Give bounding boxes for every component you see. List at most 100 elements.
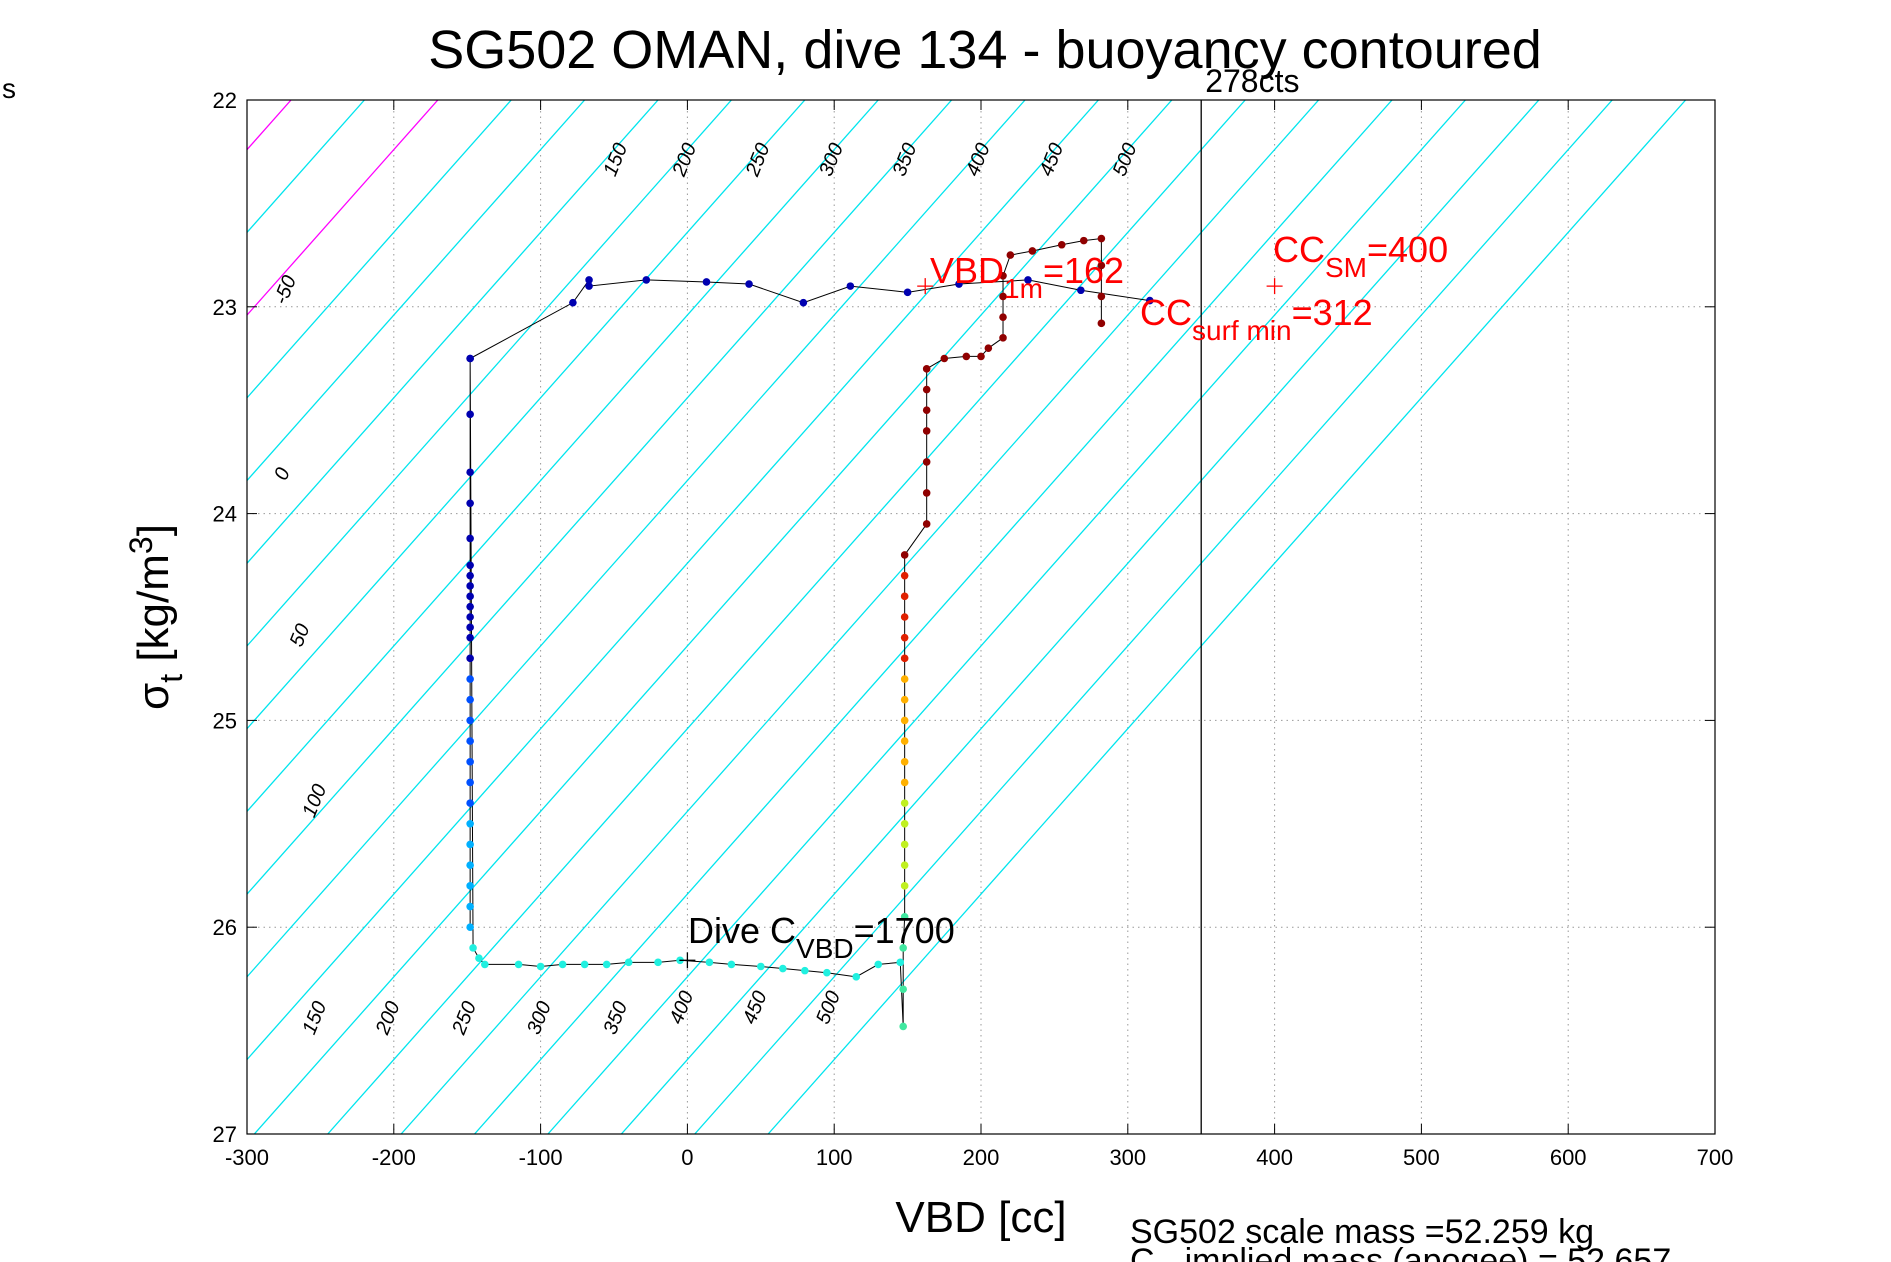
descent-point: [466, 675, 474, 683]
bottom-point: [705, 958, 714, 967]
ascent-point: [922, 520, 931, 528]
contour-label: 300: [815, 140, 848, 179]
ascent-point: [900, 757, 909, 766]
ascent-point: [1097, 261, 1106, 270]
ascent-point: [900, 778, 909, 787]
descent-point: [466, 902, 474, 911]
svg-text:σt [kg/m3]: σt [kg/m3]: [123, 524, 189, 710]
dive-cvbd-annotation: Dive CVBD=1700: [688, 910, 955, 964]
left-edge-text: s: [2, 73, 16, 104]
surface-point: [1024, 276, 1032, 284]
contour-label: 350: [599, 998, 632, 1037]
ccsurf-main: CC: [1140, 292, 1192, 333]
ccsurf-sub: surf min: [1192, 315, 1292, 346]
ascent-point: [962, 352, 971, 361]
ascent-point: [900, 820, 909, 828]
ascent-point: [1097, 319, 1106, 328]
ascent-point: [900, 913, 909, 921]
contour-line: [327, 100, 1246, 1134]
contour-labels: -50 0 50 100 150 200 250 300 350 400 450 500 150 200 2…: [270, 140, 1142, 1038]
descent-point: [466, 582, 474, 590]
ascent-point: [922, 458, 931, 466]
x-tick-label: -100: [519, 1145, 563, 1170]
contour-label: 400: [962, 140, 995, 179]
bottom-point: [727, 960, 736, 969]
contour-line: [0, 100, 71, 1134]
contour-line: [247, 100, 806, 730]
x-tick-label: 0: [681, 1145, 693, 1170]
bottom-point: [469, 944, 477, 952]
vbd-value: =162: [1043, 250, 1124, 291]
descent-point: [466, 499, 474, 508]
descent-point: [466, 534, 474, 543]
bottom-point: [757, 962, 765, 971]
contour-label: 350: [889, 140, 922, 179]
descent-point: [466, 633, 474, 642]
bottom-point: [536, 962, 545, 971]
x-tick-label: 500: [1403, 1145, 1440, 1170]
contour-label: 100: [298, 781, 331, 820]
y-tick-label: 25: [213, 708, 237, 733]
ascent-point: [999, 334, 1007, 342]
x-tick-label: 100: [816, 1145, 853, 1170]
ascent-point: [999, 313, 1007, 321]
descent-point: [466, 613, 474, 621]
contour-line: [247, 100, 365, 234]
descent-point: [466, 778, 474, 787]
ascent-point: [900, 571, 909, 580]
ccsurf-value: =312: [1292, 292, 1373, 333]
dive-sub: VBD: [796, 933, 854, 964]
contour-line: [247, 100, 1026, 978]
ascent-point: [900, 613, 909, 621]
contour-label: 400: [665, 988, 698, 1027]
contour-line: [247, 100, 1099, 1061]
ascent-point: [922, 427, 931, 435]
ascent-point: [900, 737, 909, 745]
vbd-main: VBD: [930, 250, 1004, 291]
dive-trace: [469, 237, 1150, 1027]
contour-label: 450: [739, 988, 772, 1027]
ascent-point: [900, 695, 909, 704]
ascent-point: [900, 551, 909, 559]
surface-point: [745, 280, 753, 288]
descent-point: [466, 820, 474, 828]
chart-title: SG502 OMAN, dive 134 - buoyancy contoure…: [428, 20, 1542, 80]
ascent-point: [900, 840, 909, 849]
descent-point: [466, 716, 474, 725]
x-axis-title: VBD [cc]: [895, 1193, 1066, 1242]
contour-line: [694, 100, 1613, 1134]
bottom-point: [801, 966, 809, 975]
descent-point: [466, 354, 474, 363]
ascent-point: [999, 271, 1007, 280]
ascent-point: [984, 344, 993, 352]
ascent-point: [1057, 240, 1066, 249]
markers: [679, 278, 1283, 969]
ccsm-sub: SM: [1325, 252, 1367, 283]
descent-point: [466, 840, 474, 849]
bottom-point: [475, 954, 483, 963]
surface-point: [955, 280, 963, 288]
bottom-point: [896, 958, 905, 967]
vertical-line-label: 278cts: [1205, 63, 1299, 99]
ascent-point: [900, 633, 909, 642]
bottom-point: [481, 960, 489, 969]
ascent-point: [1028, 247, 1037, 255]
descent-point: [466, 410, 474, 419]
y-axis-ticks: 22 23 24 25 26 27: [213, 88, 1715, 1147]
descent-point: [466, 602, 474, 611]
contour-label: 150: [298, 998, 331, 1037]
surface-point: [903, 288, 912, 297]
ascent-point: [900, 592, 909, 601]
bottom-point: [874, 960, 883, 969]
ascent-point: [940, 354, 949, 363]
surface-point: [585, 276, 593, 284]
ascent-point: [900, 861, 909, 869]
y-axis-title: σt [kg/m3]: [123, 524, 189, 710]
ascent-point: [899, 944, 907, 952]
ascent-point: [999, 292, 1007, 301]
contour-line: [247, 100, 732, 647]
x-tick-label: 300: [1109, 1145, 1146, 1170]
ascent-point: [922, 406, 931, 415]
grid: [247, 100, 1715, 1134]
